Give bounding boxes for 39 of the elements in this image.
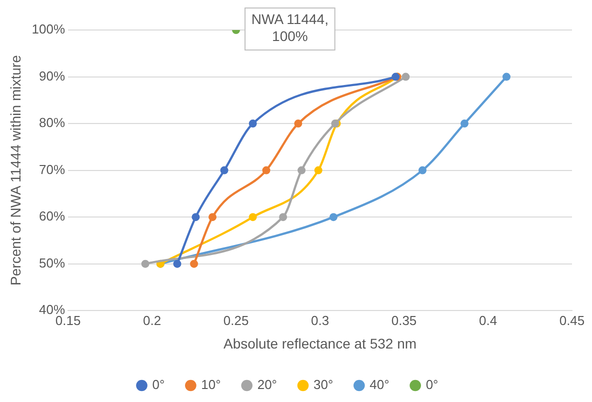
x-tick-label: 0.3 (310, 312, 330, 328)
point (208, 213, 217, 222)
annotation: NWA 11444, 100% (251, 10, 328, 44)
point (460, 120, 468, 128)
point (329, 213, 338, 222)
x-axis-title: Absolute reflectance at 532 nm (224, 335, 417, 352)
point (141, 260, 150, 268)
legend-label: 0° (152, 377, 165, 392)
legend-label: 0° (426, 377, 438, 392)
point (192, 213, 200, 222)
point (248, 213, 257, 222)
y-tick-label: 50% (39, 255, 66, 270)
point (502, 72, 510, 81)
legend-label: 10° (201, 377, 221, 392)
y-axis-title: Percent of NWA 11444 within mixture (7, 54, 24, 286)
y-tick-label: 80% (39, 115, 66, 130)
point (190, 260, 198, 268)
x-tick-label: 0.35 (391, 312, 417, 328)
point (402, 72, 410, 81)
point (294, 120, 302, 128)
point (418, 166, 426, 174)
point (220, 166, 228, 174)
y-tick-label: 100% (32, 22, 66, 37)
point (314, 166, 322, 174)
point (173, 260, 182, 268)
point (298, 166, 306, 174)
point (248, 120, 257, 128)
y-tick-label: 70% (39, 162, 66, 177)
point (279, 213, 288, 222)
point (262, 166, 270, 174)
x-tick-label: 0.25 (223, 312, 249, 328)
legend-label: 40° (370, 377, 390, 392)
x-tick-label: 0.2 (143, 312, 162, 328)
legend-label: 20° (257, 377, 278, 392)
x-tick-label: 0.45 (559, 312, 585, 328)
legend-label: 30° (314, 377, 334, 392)
y-tick-label: 90% (39, 68, 66, 84)
y-tick-label: 60% (39, 208, 66, 224)
x-tick-label: 0.4 (478, 312, 498, 328)
